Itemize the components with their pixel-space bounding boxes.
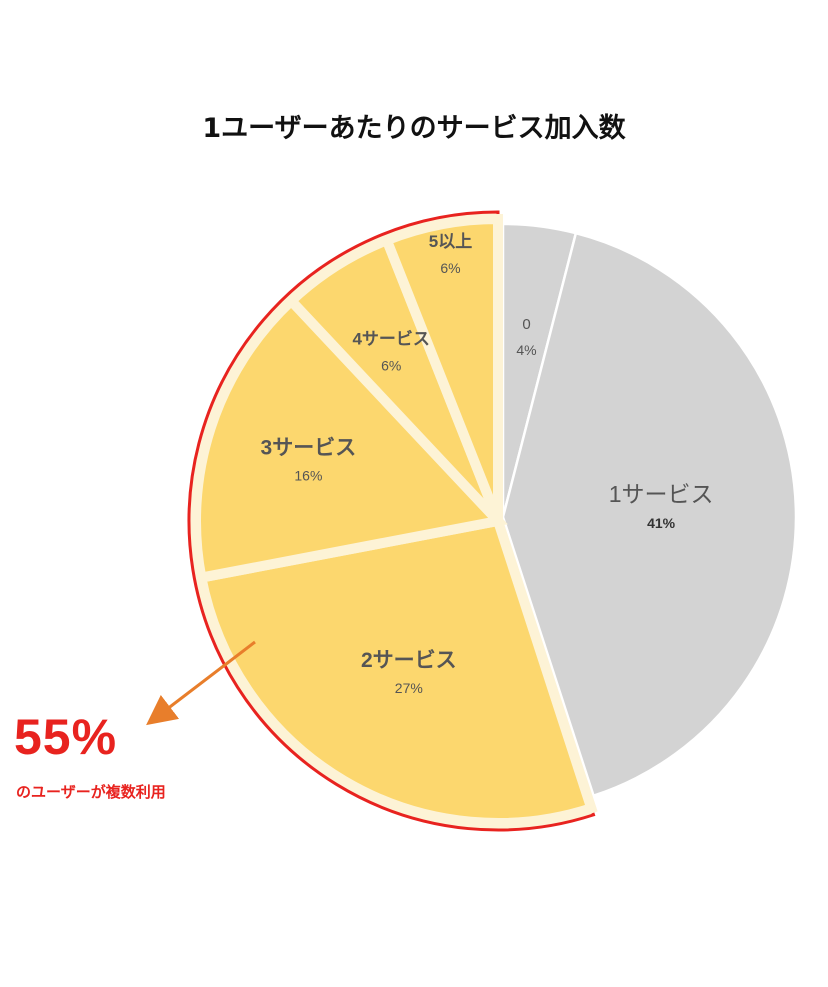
slice-labels: 0 4% 1サービス 41% 2サービス 27% 3サービス 16% 4サービス 6% 5以上 6% [261, 232, 714, 696]
multi-use-slices [191, 213, 598, 828]
grey-slices [501, 222, 798, 798]
pie-slice-five-plus [380, 213, 503, 523]
pie-slice-one-service [501, 231, 798, 798]
callout-percent: 55% [14, 709, 118, 765]
slice-percent-one-service: 41% [647, 515, 676, 531]
slice-percent-two-services: 27% [395, 680, 423, 696]
slice-label-one-service: 1サービス [609, 481, 714, 507]
chart-title: 1ユーザーあたりのサービス加入数 [202, 113, 626, 144]
slice-label-five-plus: 5以上 [429, 232, 472, 251]
slice-label-four-services: 4サービス [352, 330, 429, 349]
pie-slice-two-services [195, 515, 598, 828]
callout-arrow [146, 640, 256, 726]
slice-label-zero: 0 [522, 316, 530, 333]
slice-percent-three-services: 16% [294, 467, 322, 483]
slice-percent-four-services: 6% [381, 358, 401, 374]
callout-text: のユーザーが複数利用 [16, 783, 166, 801]
slice-percent-zero: 4% [516, 342, 536, 358]
pie-slice-three-services [191, 293, 508, 584]
slice-label-three-services: 3サービス [261, 436, 357, 459]
slice-percent-five-plus: 6% [440, 260, 460, 276]
slice-label-two-services: 2サービス [361, 649, 457, 672]
